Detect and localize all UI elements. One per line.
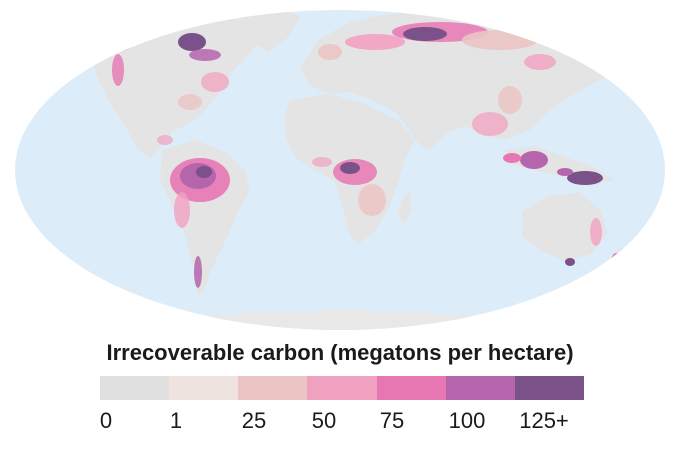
color-scale-bar [100, 376, 584, 400]
australia [522, 192, 608, 262]
world-map [15, 10, 665, 330]
legend-tick-5: 100 [448, 408, 486, 433]
legend-swatch-0 [100, 376, 170, 400]
legend-tick-6: 125+ [519, 408, 569, 433]
legend-swatch-6 [514, 376, 584, 400]
legend-swatch-3 [307, 376, 377, 400]
legend-tick-3: 50 [311, 408, 337, 433]
greenland [238, 10, 300, 52]
legend-title: Irrecoverable carbon (megatons per hecta… [106, 340, 574, 365]
legend-swatch-2 [238, 376, 308, 400]
legend-tick-4: 75 [379, 408, 405, 433]
legend-tick-2: 25 [241, 408, 267, 433]
legend-swatch-1 [169, 376, 239, 400]
legend-swatch-4 [376, 376, 446, 400]
antarctica [120, 310, 560, 330]
legend-tick-0: 0 [99, 408, 113, 433]
legend-tick-labels: 0 1 25 50 75 100 125+ [0, 408, 680, 438]
legend-swatch-5 [445, 376, 515, 400]
legend-tick-1: 1 [169, 408, 183, 433]
north-america [88, 12, 262, 158]
madagascar [398, 192, 412, 224]
